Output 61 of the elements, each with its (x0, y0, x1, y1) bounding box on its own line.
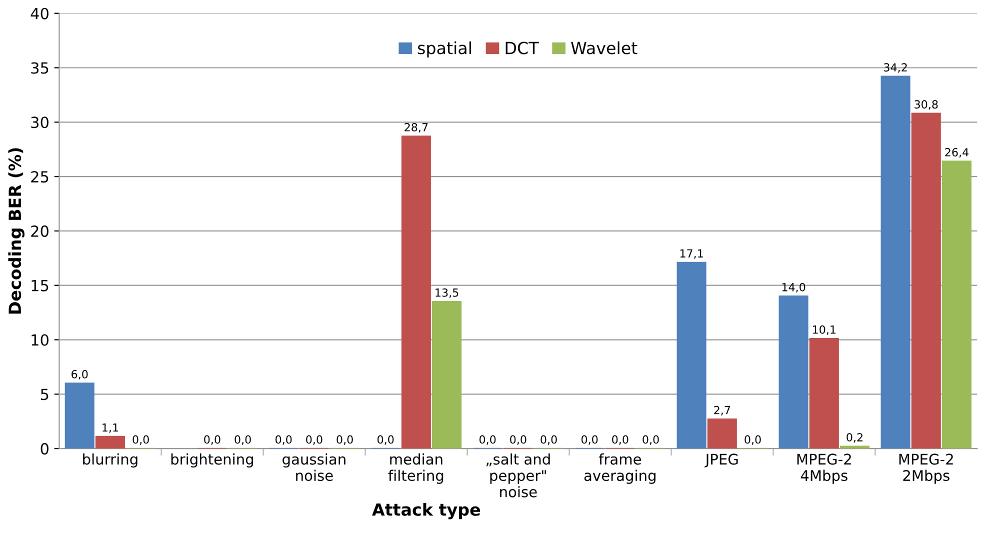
data-label: 0,0 (479, 435, 496, 445)
y-tick-label: 5 (40, 388, 48, 400)
x-tick-label: blurring (83, 453, 138, 468)
data-label: 0,0 (204, 435, 220, 445)
data-label: 0,0 (744, 435, 761, 445)
data-label: 0,0 (132, 435, 149, 445)
bar (809, 338, 839, 449)
x-tick-label: brightening (171, 453, 254, 468)
x-tick-label: MPEG-2 2Mbps (899, 454, 953, 484)
data-label: 0,0 (275, 435, 292, 445)
bar (676, 262, 706, 449)
bar (432, 300, 462, 449)
data-label: 30,8 (914, 100, 938, 110)
bar (64, 382, 94, 449)
y-tick-label: 40 (30, 8, 48, 20)
y-tick-label: 20 (31, 225, 48, 237)
data-label: 0,0 (581, 435, 598, 445)
bar (401, 136, 431, 449)
data-label: 6,0 (72, 370, 88, 380)
bar (778, 296, 808, 449)
data-label: 14,0 (782, 282, 806, 292)
y-axis-title: Decoding BER (%) (8, 148, 24, 314)
data-label: 0,0 (234, 435, 251, 445)
data-label: 0,0 (612, 435, 628, 445)
bar (911, 112, 941, 449)
x-tick-label: median filtering (388, 453, 444, 484)
data-label: 34,2 (884, 63, 907, 73)
data-label: 1,1 (102, 423, 118, 433)
x-tick-label: gaussian noise (282, 453, 346, 482)
x-tick-label: „salt and pepper" noise (486, 453, 550, 498)
bar (95, 436, 125, 449)
y-tick-label: 15 (32, 280, 48, 292)
x-tick-label: MPEG-2 4Mbps (797, 454, 851, 484)
bar (942, 160, 972, 449)
data-label: 13,5 (436, 288, 458, 298)
bar (840, 446, 870, 449)
data-label: 0,0 (336, 435, 353, 445)
data-label: 28,7 (404, 123, 428, 133)
data-label: 10,1 (812, 325, 836, 335)
x-axis-title: Attack type (372, 502, 480, 520)
y-tick-label: 10 (32, 334, 48, 346)
data-label: 0,0 (510, 435, 526, 445)
data-label: 26,4 (945, 148, 968, 158)
y-tick-label: 35 (31, 62, 48, 74)
data-label: 0,0 (306, 435, 322, 445)
bar (707, 418, 737, 449)
y-tick-label: 30 (31, 116, 48, 128)
data-label: 0,0 (642, 435, 659, 445)
y-tick-label: 25 (31, 171, 48, 183)
x-tick-label: frame averaging (584, 453, 656, 484)
bar (880, 76, 910, 449)
data-label: 0,0 (540, 435, 557, 445)
legend-label: DCT (506, 42, 539, 54)
data-label: 0,0 (377, 435, 394, 445)
data-label: 2,7 (714, 406, 730, 416)
legend-label: spatial (418, 41, 471, 58)
y-tick-label: 0 (40, 443, 48, 455)
data-label: 17,1 (680, 249, 703, 259)
data-label: 0,2 (846, 433, 862, 443)
legend-label: Wavelet (571, 41, 638, 54)
x-tick-label: JPEG (704, 454, 738, 468)
